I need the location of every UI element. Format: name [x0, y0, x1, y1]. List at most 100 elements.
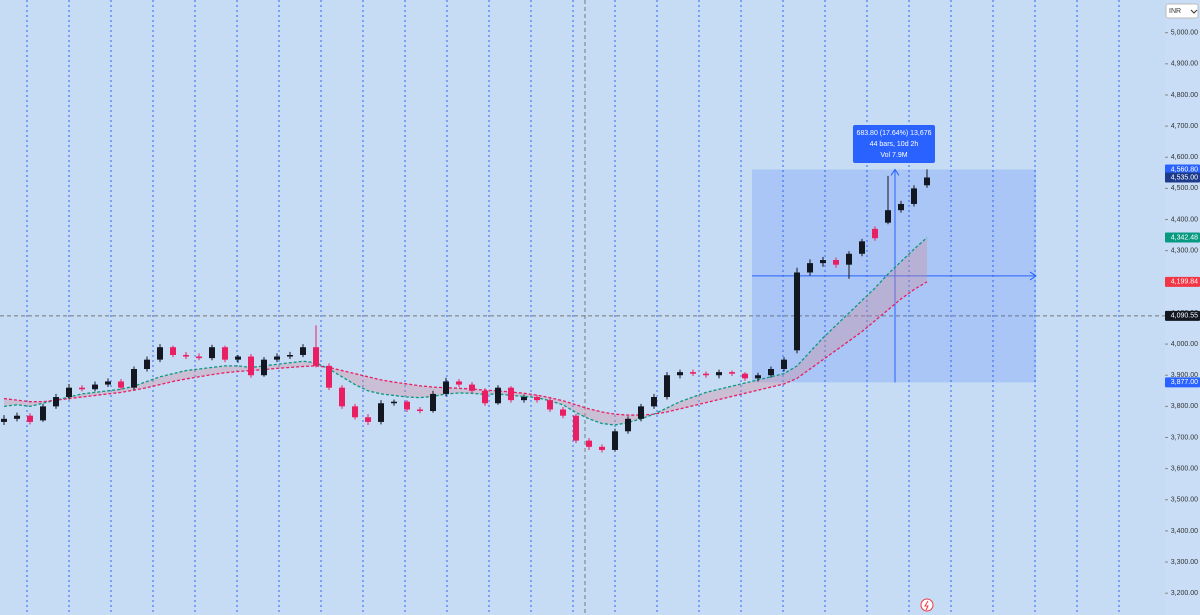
candle-body: [105, 381, 111, 385]
price-label-bg: [1165, 232, 1200, 243]
y-tick-label: 4,500.00: [1171, 185, 1198, 192]
candle-body: [885, 210, 891, 223]
candle-body: [833, 260, 839, 265]
candle-body: [664, 375, 670, 398]
candle-body: [521, 397, 527, 401]
y-tick-label: 3,200.00: [1171, 590, 1198, 597]
moving-average: [3, 281, 928, 416]
candle-body: [196, 356, 202, 359]
candle-body: [183, 354, 189, 357]
candle-body: [274, 356, 280, 360]
candle-body: [352, 406, 358, 418]
candle-body: [872, 228, 878, 239]
candle-body: [443, 381, 449, 394]
y-tick-label: 3,400.00: [1171, 528, 1198, 535]
currency-select[interactable]: [1165, 3, 1199, 19]
y-tick-label: 3,300.00: [1171, 559, 1198, 566]
candle-body: [768, 369, 774, 376]
y-tick-label: 4,900.00: [1171, 61, 1198, 68]
measure-text: 44 bars, 10d 2h: [870, 141, 919, 148]
candle-body: [703, 373, 709, 376]
candle-body: [118, 381, 124, 388]
candle-body: [287, 354, 293, 357]
candle-body: [573, 415, 579, 441]
price-axis: [1165, 0, 1200, 615]
y-tick-label: 3,900.00: [1171, 372, 1198, 379]
candle-body: [144, 359, 150, 369]
candle-body: [729, 372, 735, 374]
price-label: 4,090.55: [1171, 313, 1198, 320]
candle-body: [131, 369, 137, 388]
y-tick-label: 4,800.00: [1171, 92, 1198, 99]
event-icon[interactable]: [920, 598, 934, 612]
candle-body: [313, 347, 319, 366]
candle-body: [170, 347, 176, 355]
candle-body: [651, 397, 657, 407]
y-tick-label: 4,400.00: [1171, 216, 1198, 223]
candle-body: [404, 401, 410, 410]
candle-body: [79, 387, 85, 390]
candle-body: [755, 375, 761, 379]
candle-body: [677, 372, 683, 376]
candle-body: [898, 203, 904, 211]
measure-text: Vol 7.9M: [880, 152, 907, 159]
candle-body: [482, 390, 488, 404]
y-tick-label: 4,300.00: [1171, 248, 1198, 255]
candle-body: [1, 418, 7, 422]
candle-body: [66, 387, 72, 398]
moving-average: [3, 237, 928, 426]
y-tick-label: 4,700.00: [1171, 123, 1198, 130]
candle-body: [599, 446, 605, 450]
candle-body: [625, 418, 631, 432]
candle-body: [391, 401, 397, 404]
y-tick-label: 3,600.00: [1171, 465, 1198, 472]
candle-body: [924, 177, 930, 186]
price-label-bg: [1165, 276, 1200, 287]
candle-body: [495, 387, 501, 404]
price-label: 4,342.48: [1171, 234, 1198, 241]
candle-body: [222, 347, 228, 360]
candle-body: [911, 188, 917, 204]
candle-body: [534, 397, 540, 401]
measure-tooltip: [853, 125, 935, 163]
candle-body: [612, 431, 618, 450]
price-label-bg: [1165, 172, 1200, 183]
candle-body: [508, 387, 514, 401]
price-label: 4,560.80: [1171, 166, 1198, 173]
candle-body: [261, 359, 267, 376]
candle-body: [430, 393, 436, 412]
candle-body: [742, 373, 748, 379]
price-label: 4,199.84: [1171, 279, 1198, 286]
candle-body: [820, 260, 826, 264]
measure-h-arrow: [1029, 271, 1037, 281]
candle-body: [560, 409, 566, 416]
candle-body: [846, 253, 852, 265]
candle-body: [235, 356, 241, 360]
currency: INR: [1169, 8, 1181, 15]
price-label: 4,535.00: [1171, 174, 1198, 181]
candle-body: [859, 241, 865, 254]
candle-body: [781, 359, 787, 369]
candle-body: [365, 417, 371, 422]
candle-body: [638, 406, 644, 419]
y-tick-label: 3,500.00: [1171, 497, 1198, 504]
candle-body: [92, 384, 98, 390]
candle-body: [40, 406, 46, 421]
candle-body: [469, 384, 475, 391]
candle-body: [547, 400, 553, 410]
candle-body: [690, 372, 696, 374]
candle-body: [417, 409, 423, 412]
price-label-bg: [1165, 377, 1200, 388]
candle-body: [53, 397, 59, 407]
y-tick-label: 4,000.00: [1171, 341, 1198, 348]
y-tick-label: 5,000.00: [1171, 30, 1198, 37]
candle-body: [378, 403, 384, 422]
price-label-bg: [1165, 310, 1200, 321]
y-tick-label: 3,700.00: [1171, 434, 1198, 441]
candle-body: [248, 356, 254, 376]
y-tick-label: 4,600.00: [1171, 154, 1198, 161]
measure-v-arrow: [890, 168, 900, 176]
